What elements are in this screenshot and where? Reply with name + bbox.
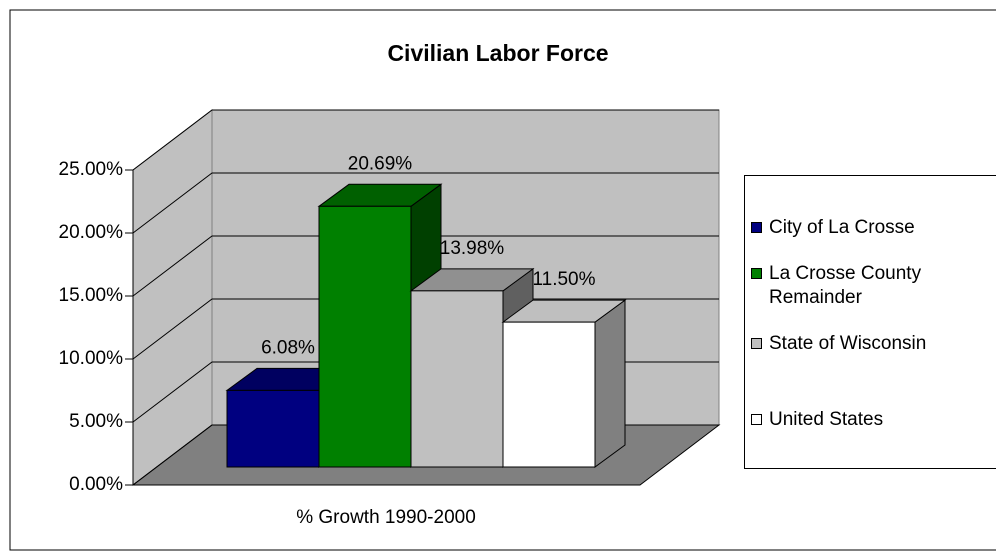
left-wall xyxy=(132,108,213,487)
bar-front xyxy=(318,205,412,468)
y-tick-label: 25.00% xyxy=(59,159,124,180)
grid-line xyxy=(132,109,719,171)
grid-line xyxy=(132,235,719,297)
data-label: 13.98% xyxy=(440,238,505,259)
legend-label: United States xyxy=(769,409,884,430)
grid-line xyxy=(132,172,719,234)
data-label: 20.69% xyxy=(348,153,413,174)
legend-label: City of La Crosse xyxy=(769,217,915,238)
legend: City of La Crosse La Crosse County Remain… xyxy=(744,175,996,469)
legend-entry: United States xyxy=(751,408,991,432)
chart-title: Civilian Labor Force xyxy=(387,40,608,66)
legend-label: La Crosse County Remainder xyxy=(769,263,922,308)
bar-front xyxy=(502,321,596,468)
y-tick-label: 20.00% xyxy=(59,222,124,243)
legend-entry: State of Wisconsin xyxy=(751,332,991,356)
legend-swatch xyxy=(751,222,762,233)
legend-label: State of Wisconsin xyxy=(769,333,927,354)
x-tick-label: % Growth 1990-2000 xyxy=(296,507,476,528)
y-tick-label: 15.00% xyxy=(59,285,124,306)
legend-swatch xyxy=(751,414,762,425)
y-tick-label: 10.00% xyxy=(59,348,124,369)
bar-side xyxy=(594,299,626,468)
y-tick-label: 0.00% xyxy=(69,474,123,495)
legend-entry: City of La Crosse xyxy=(751,216,991,240)
legend-swatch xyxy=(751,268,762,279)
legend-swatch xyxy=(751,338,762,349)
grid-line xyxy=(132,298,719,360)
y-tick-label: 5.00% xyxy=(69,411,123,432)
bar-front xyxy=(226,389,320,468)
bar xyxy=(501,299,627,468)
legend-entry: La Crosse County Remainder xyxy=(751,262,961,310)
bar-front xyxy=(410,290,504,468)
data-label: 6.08% xyxy=(261,337,315,358)
data-label: 11.50% xyxy=(532,269,595,290)
